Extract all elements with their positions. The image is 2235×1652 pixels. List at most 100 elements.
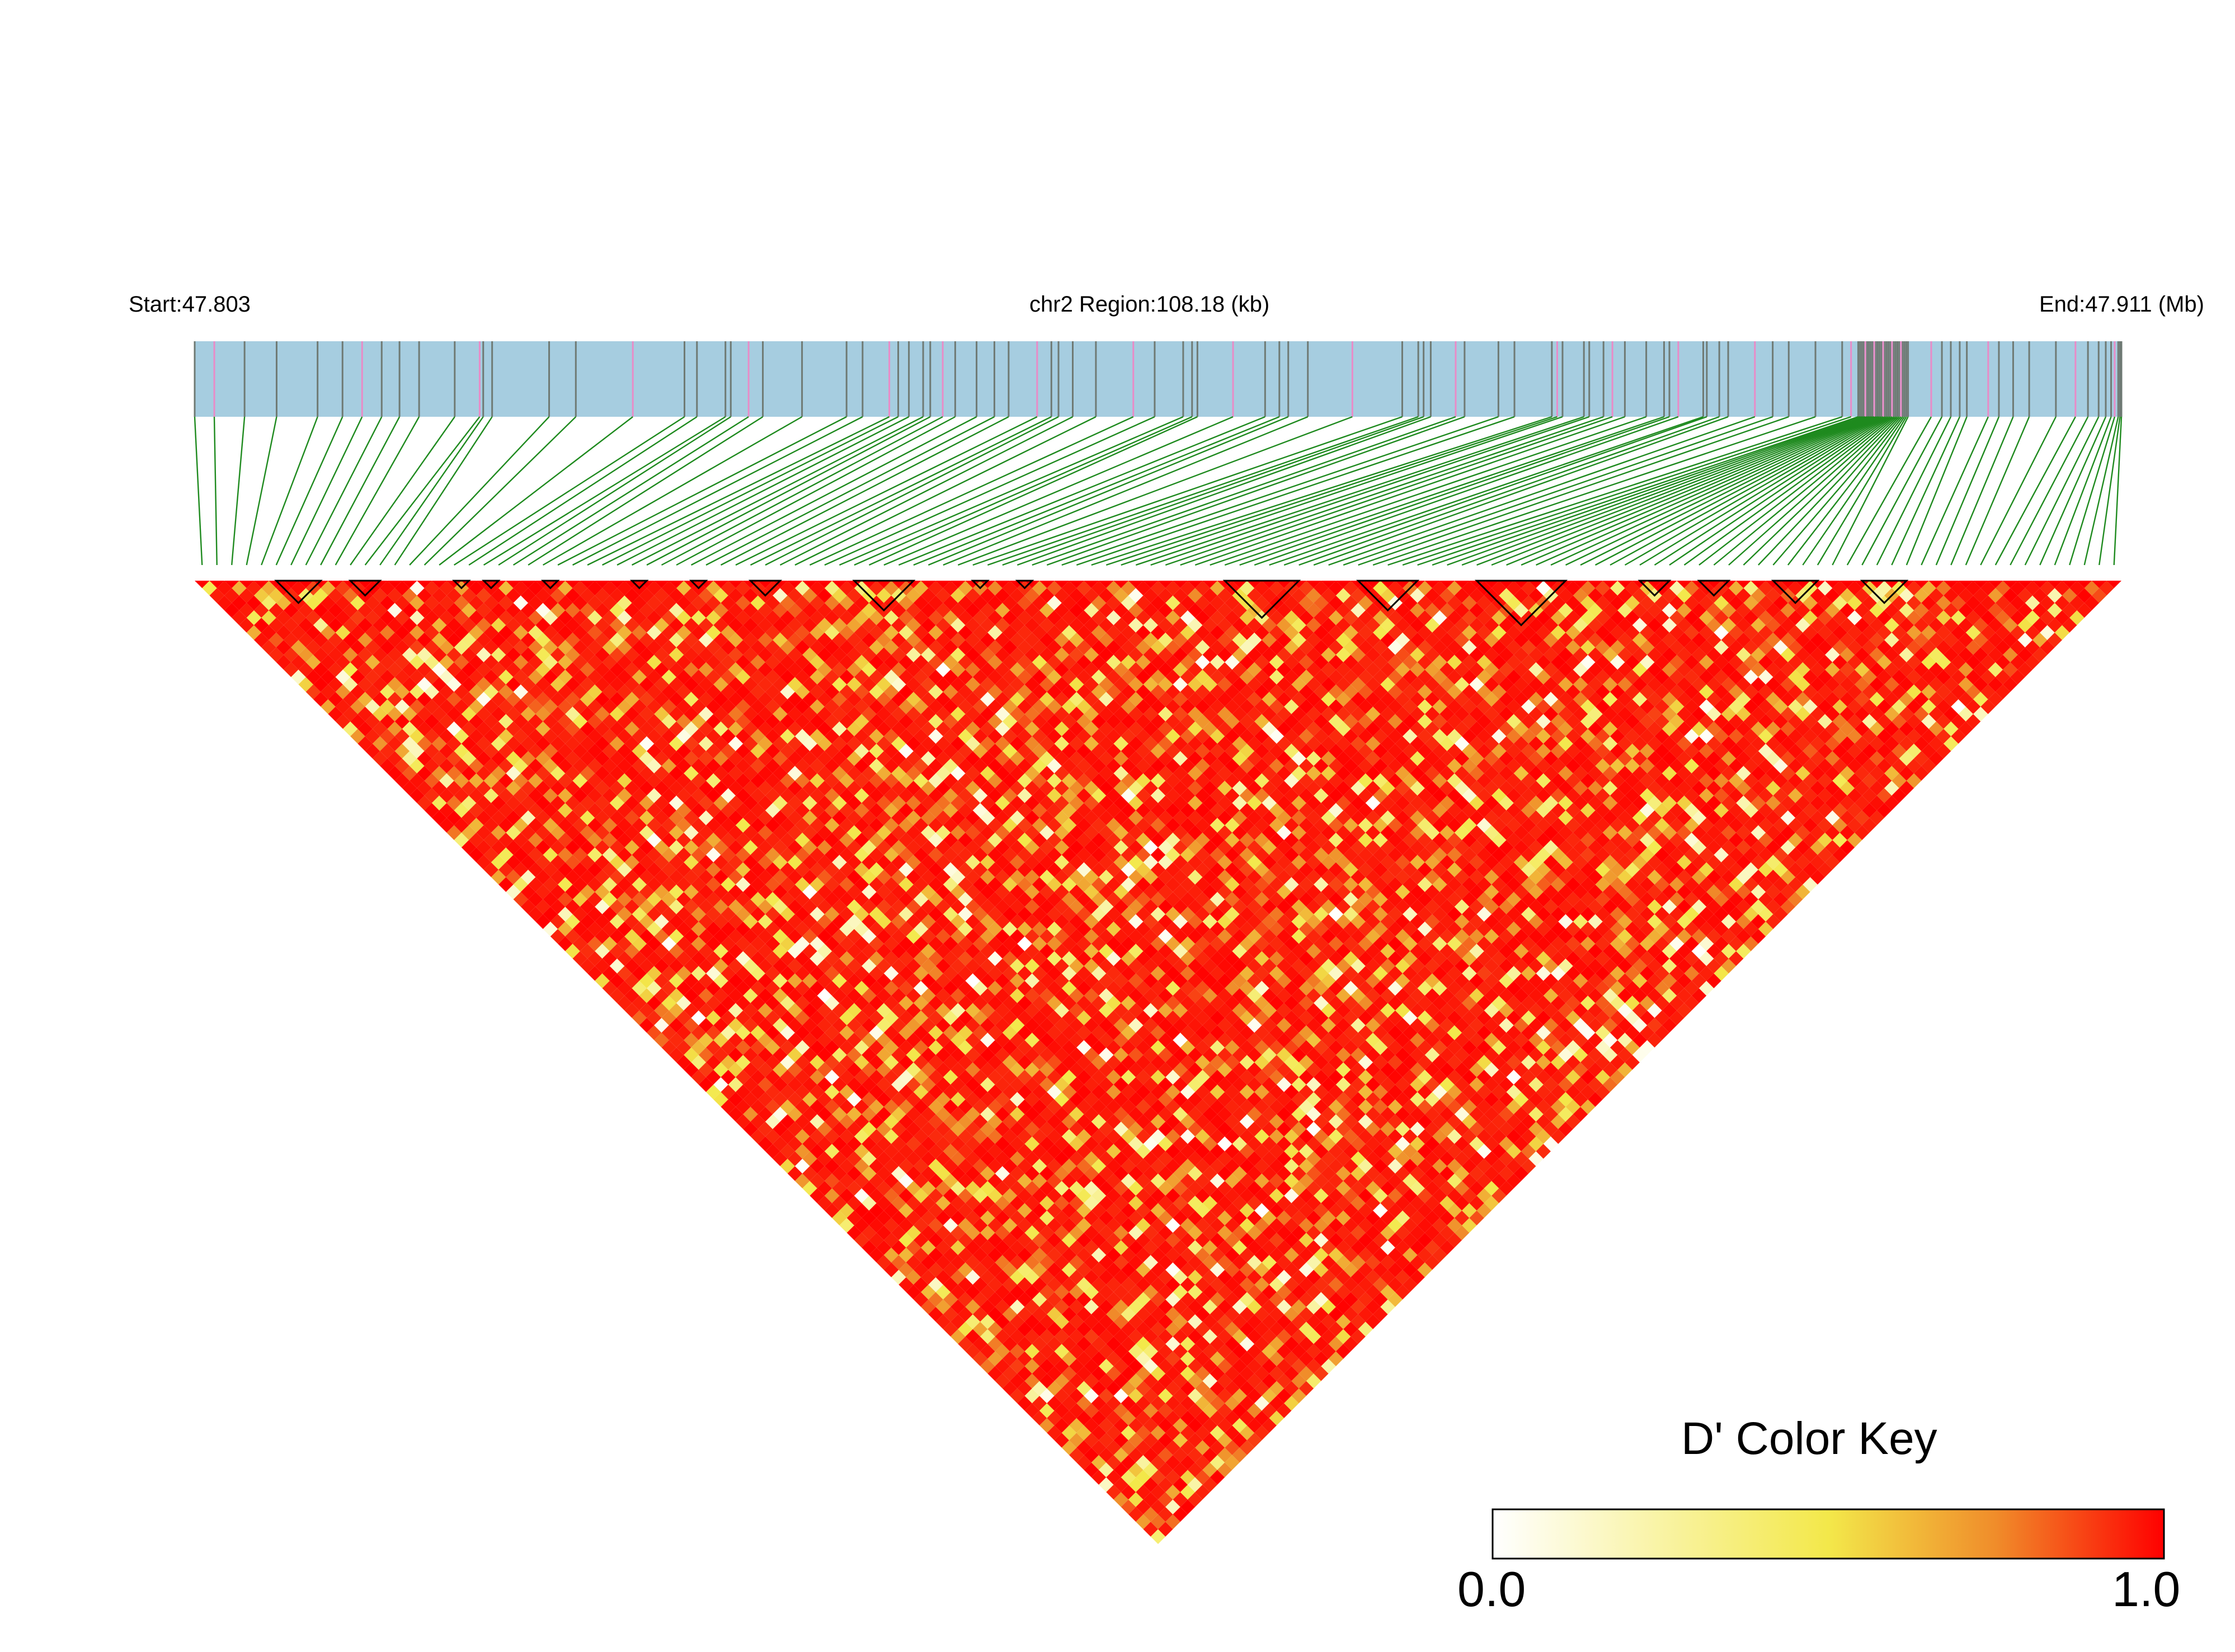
- ld-cell: [498, 877, 514, 892]
- ld-cell: [1017, 951, 1032, 966]
- ld-cell: [928, 817, 943, 833]
- ld-cell: [565, 796, 580, 811]
- ld-cell: [380, 581, 395, 596]
- ld-cell: [839, 1129, 854, 1144]
- ld-cell: [1314, 1292, 1329, 1307]
- ld-cell: [1254, 1277, 1269, 1292]
- snp-connector: [1002, 416, 1424, 566]
- ld-cell: [810, 995, 825, 1011]
- ld-cell: [943, 847, 958, 863]
- ld-cell: [1136, 1232, 1151, 1248]
- ld-cell: [1106, 1440, 1121, 1456]
- ld-cell: [810, 1188, 825, 1203]
- snp-connector: [379, 416, 484, 566]
- snp-connector: [350, 416, 455, 566]
- ld-cell: [469, 847, 484, 863]
- ld-cell: [528, 862, 543, 877]
- ld-cell: [372, 677, 388, 692]
- ld-cell: [1373, 1307, 1388, 1322]
- ld-cell: [1017, 1396, 1032, 1411]
- ld-cell: [461, 588, 477, 603]
- ld-cell: [1061, 1321, 1077, 1337]
- ld-cell: [550, 691, 566, 707]
- ld-cell: [721, 966, 736, 981]
- ld-cell: [431, 707, 447, 722]
- ld-cell: [824, 906, 840, 922]
- ld-cell: [654, 618, 669, 633]
- ld-cell: [676, 817, 691, 833]
- ld-cell: [824, 951, 840, 966]
- ld-cell: [810, 728, 825, 744]
- ld-cell: [928, 862, 943, 877]
- ld-cell: [883, 758, 899, 774]
- ld-cell: [365, 699, 380, 714]
- ld-cell: [794, 906, 810, 922]
- ld-cell: [765, 995, 780, 1011]
- ld-cell: [1136, 1277, 1151, 1292]
- ld-cell: [410, 773, 425, 788]
- ld-cell: [794, 1084, 810, 1100]
- ld-cell: [1254, 1143, 1269, 1159]
- ld-cell: [513, 655, 529, 670]
- ld-cell: [454, 610, 469, 625]
- ld-cell: [1002, 936, 1018, 952]
- ld-cell: [1314, 1248, 1329, 1263]
- ld-cell: [1076, 1396, 1091, 1411]
- ld-cell: [528, 877, 543, 892]
- ld-cell: [1217, 1462, 1232, 1477]
- ld-cell: [498, 743, 514, 759]
- ld-cell: [1076, 1010, 1091, 1025]
- ld-cell: [869, 906, 884, 922]
- ld-cell: [1165, 1188, 1180, 1203]
- ld-cell: [705, 1010, 721, 1025]
- ld-cell: [1002, 1336, 1018, 1352]
- snp-connector: [765, 416, 1059, 566]
- ld-cell: [765, 892, 780, 907]
- ld-cell: [928, 1218, 943, 1233]
- ld-cell: [780, 877, 795, 892]
- ld-cell: [580, 588, 595, 603]
- ld-cell: [595, 796, 610, 811]
- ld-cell: [869, 1218, 884, 1233]
- ld-cell: [839, 1173, 854, 1189]
- ld-cell: [735, 728, 751, 744]
- ld-cell: [928, 1307, 943, 1322]
- ld-cell: [735, 1084, 751, 1100]
- ld-cell: [780, 1055, 795, 1070]
- ld-cell: [913, 1173, 929, 1189]
- ld-cell: [402, 662, 417, 677]
- ld-cell: [913, 1248, 929, 1263]
- ld-cell: [357, 603, 373, 618]
- ld-cell: [705, 1084, 721, 1100]
- ld-cell: [898, 1262, 914, 1278]
- snp-connector: [1210, 416, 1647, 566]
- ld-cell: [528, 699, 543, 714]
- ld-cell: [780, 906, 795, 922]
- ld-cell: [639, 588, 655, 603]
- ld-cell: [1136, 1410, 1151, 1426]
- ld-cell: [810, 936, 825, 952]
- snp-connector: [617, 416, 910, 566]
- ld-cell: [1061, 1099, 1077, 1114]
- ld-cell: [580, 647, 595, 662]
- ld-cell: [380, 699, 395, 714]
- ld-cell: [469, 758, 484, 774]
- ld-cell: [943, 877, 958, 892]
- ld-cell: [372, 707, 388, 722]
- ld-cell: [402, 766, 417, 781]
- ld-cell: [513, 625, 529, 640]
- ld-cell: [705, 743, 721, 759]
- ld-cell: [535, 840, 550, 855]
- ld-cell: [431, 766, 447, 781]
- ld-cell: [580, 855, 595, 870]
- ld-cell: [483, 714, 499, 729]
- ld-cell: [595, 973, 610, 989]
- ld-cell: [1225, 1351, 1240, 1367]
- snp-connector: [557, 416, 847, 566]
- ld-cell: [1091, 951, 1107, 966]
- ld-cell: [794, 1173, 810, 1189]
- ld-cell: [535, 603, 550, 618]
- ld-cell: [624, 766, 639, 781]
- ld-cell: [1002, 921, 1018, 936]
- ld-cell: [810, 1173, 825, 1189]
